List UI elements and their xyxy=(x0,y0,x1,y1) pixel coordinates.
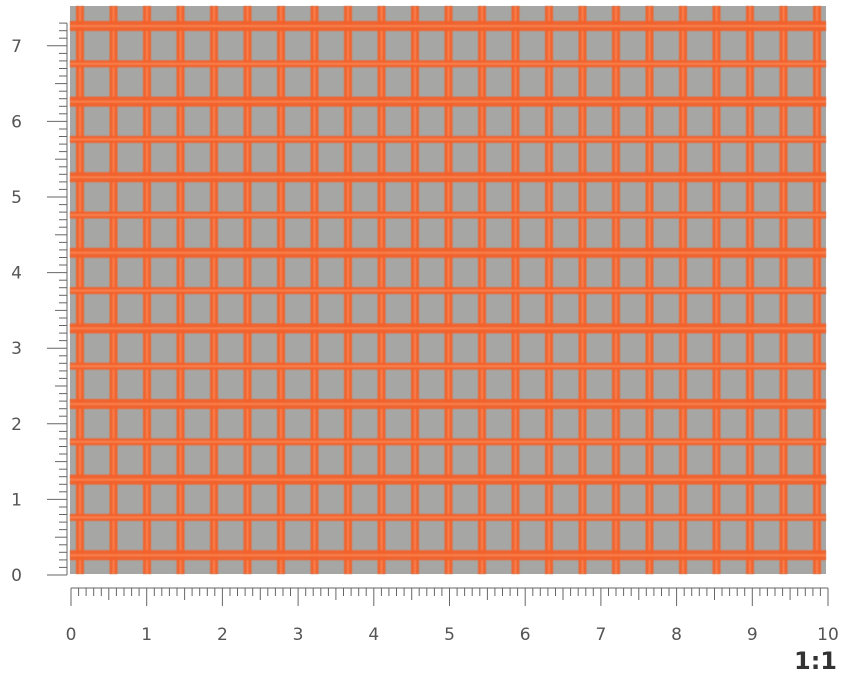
x-ruler-label: 0 xyxy=(66,625,77,645)
mesh-strand-highlight xyxy=(70,365,826,368)
mesh-strand-highlight xyxy=(70,478,826,481)
y-ruler-label: 4 xyxy=(11,264,22,284)
y-ruler-label: 5 xyxy=(11,188,22,208)
x-ruler-label: 9 xyxy=(747,625,758,645)
mesh-strand-highlight xyxy=(70,554,826,557)
x-ruler-label: 1 xyxy=(141,625,152,645)
mesh-strand-highlight xyxy=(70,176,826,179)
mesh-strand-highlight xyxy=(70,403,826,405)
scale-label: 1:1 xyxy=(794,647,837,675)
x-ruler-label: 7 xyxy=(595,625,606,645)
mesh-strand-highlight xyxy=(70,100,826,103)
x-ruler-label: 2 xyxy=(217,625,228,645)
y-ruler-label: 7 xyxy=(11,37,22,57)
mesh-strand-highlight xyxy=(70,327,826,330)
mesh-strand-highlight xyxy=(70,516,826,519)
mesh-strand-highlight xyxy=(70,214,826,216)
mesh-strand-highlight xyxy=(70,62,826,65)
mesh-strand-highlight xyxy=(70,251,826,254)
x-ruler-label: 4 xyxy=(368,625,379,645)
y-ruler-label: 3 xyxy=(11,339,22,359)
x-ruler-label: 3 xyxy=(293,625,304,645)
mesh-strand-highlight xyxy=(70,138,826,141)
y-ruler-label: 1 xyxy=(11,490,22,510)
mesh-horizontal-strands xyxy=(70,21,826,561)
x-ruler-label: 8 xyxy=(671,625,682,645)
mesh-photo xyxy=(70,6,826,574)
mesh-strand-highlight xyxy=(70,25,826,27)
mesh-strand-highlight xyxy=(70,289,826,292)
x-ruler-label: 10 xyxy=(817,625,839,645)
mesh-strand-highlight xyxy=(70,440,826,443)
y-ruler-label: 6 xyxy=(11,112,22,132)
x-ruler-label: 6 xyxy=(520,625,531,645)
y-ruler: 0 1 2 3 4 5 6 7 xyxy=(11,22,68,586)
x-ruler: 0 1 2 3 4 5 6 7 8 9 10 xyxy=(66,587,839,645)
y-ruler-label: 2 xyxy=(11,415,22,435)
y-ruler-label: 0 xyxy=(11,566,22,586)
x-ruler-label: 5 xyxy=(444,625,455,645)
